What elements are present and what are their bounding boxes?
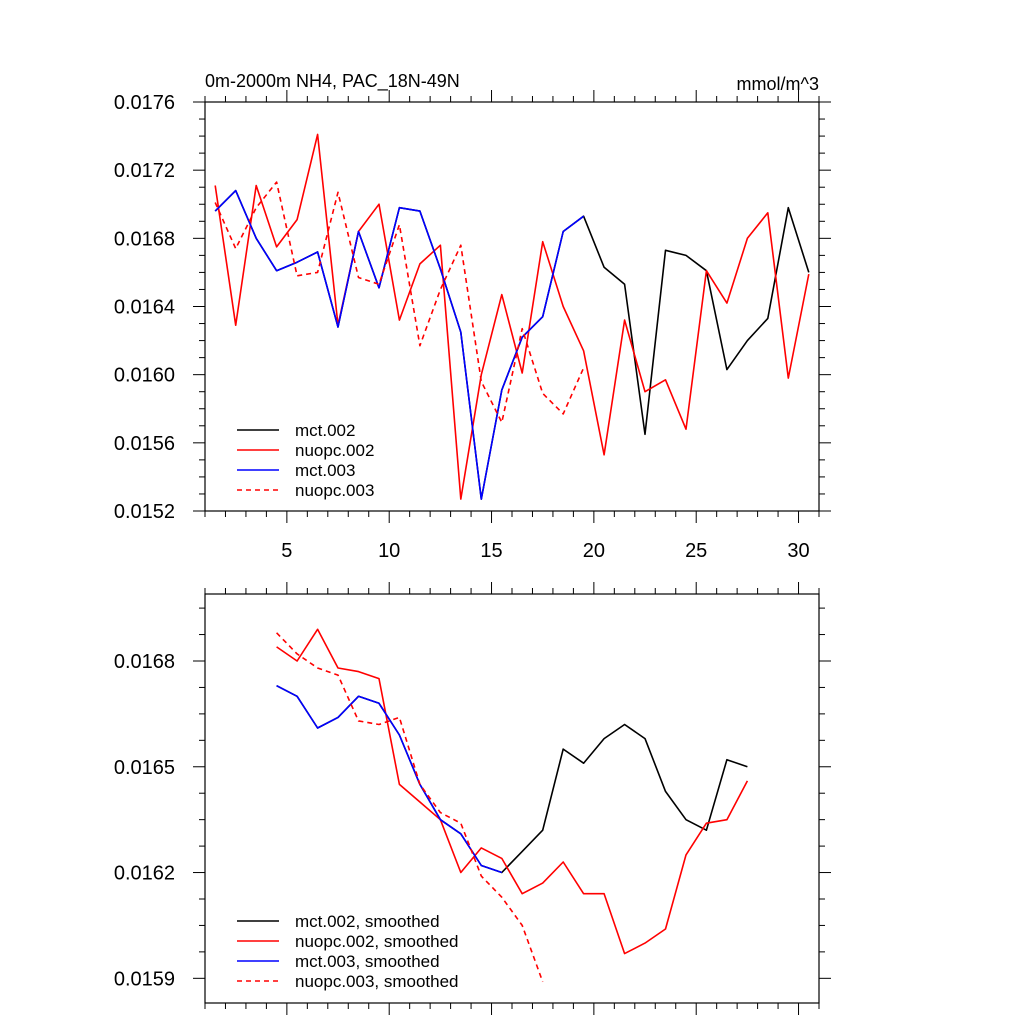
panel2-y-tick-label: 0.0165 <box>114 757 175 779</box>
panel1-legend-label: mct.003 <box>295 461 355 480</box>
panel1-x-tick-label: 15 <box>480 540 502 562</box>
panel1-x-tick-label: 5 <box>281 540 292 562</box>
panel2-legend-label: nuopc.003, smoothed <box>295 972 459 991</box>
panel2-series-line-3 <box>276 684 503 874</box>
panel2-legend-label: nuopc.002, smoothed <box>295 932 459 951</box>
panel2-legend-label: mct.002, smoothed <box>295 912 440 931</box>
panel1-y-tick-label: 0.0176 <box>114 92 175 114</box>
panel1-y-tick-label: 0.0152 <box>114 501 175 523</box>
panel1-x-tick-label: 30 <box>787 540 809 562</box>
panel2-series-line-4 <box>276 632 544 983</box>
panel1-legend-label: nuopc.002 <box>295 441 374 460</box>
panel1-legend-label: mct.002 <box>295 421 355 440</box>
panel2-series-line-2 <box>276 628 749 955</box>
panel1-legend-label: nuopc.003 <box>295 481 374 500</box>
panel1-units-label: mmol/m^3 <box>737 74 819 94</box>
panel1-y-tick-label: 0.0160 <box>114 365 175 387</box>
panel1-series-line-2 <box>214 133 810 500</box>
panel1-y-tick-label: 0.0164 <box>114 297 175 319</box>
panel2-legend-label: mct.003, smoothed <box>295 952 440 971</box>
panel1-y-tick-label: 0.0172 <box>114 160 175 182</box>
panel1-y-tick-label: 0.0156 <box>114 433 175 455</box>
panel2-series-line-1 <box>276 684 748 874</box>
panel2-y-tick-label: 0.0159 <box>114 968 175 990</box>
panel1-x-tick-label: 10 <box>378 540 400 562</box>
panel2-y-tick-label: 0.0162 <box>114 863 175 885</box>
panel1-series-line-4 <box>214 181 585 424</box>
panel1-x-tick-label: 25 <box>685 540 707 562</box>
panel2-y-tick-label: 0.0168 <box>114 651 175 673</box>
panel1-series-line-3 <box>214 189 585 500</box>
panel1-chart-title: 0m-2000m NH4, PAC_18N-49N <box>205 71 460 92</box>
panel1-y-tick-label: 0.0168 <box>114 228 175 250</box>
panel1-x-tick-label: 20 <box>583 540 605 562</box>
